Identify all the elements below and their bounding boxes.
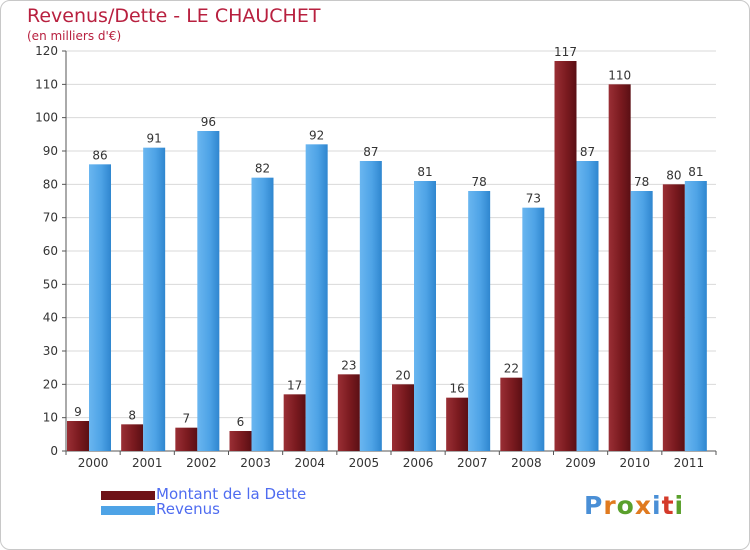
logo-letter: r bbox=[603, 491, 617, 520]
bar-debt bbox=[608, 84, 631, 451]
data-label-revenue: 91 bbox=[147, 132, 162, 146]
bar-revenue bbox=[414, 181, 436, 451]
data-label-revenue: 87 bbox=[363, 145, 378, 159]
x-tick-label: 2000 bbox=[78, 456, 109, 470]
data-label-debt: 17 bbox=[287, 378, 302, 392]
x-tick-label: 2010 bbox=[619, 456, 650, 470]
x-tick-label: 2006 bbox=[403, 456, 434, 470]
y-tick-label: 10 bbox=[43, 411, 58, 425]
data-label-debt: 6 bbox=[237, 415, 245, 429]
data-label-debt: 7 bbox=[183, 412, 191, 426]
y-tick-label: 0 bbox=[50, 444, 58, 458]
data-label-debt: 16 bbox=[450, 382, 465, 396]
bar-debt bbox=[67, 421, 89, 451]
bar-debt bbox=[175, 427, 198, 451]
bar-debt bbox=[392, 384, 414, 451]
data-label-debt: 20 bbox=[395, 368, 410, 382]
logo-letter: i bbox=[674, 491, 685, 520]
bar-revenue bbox=[468, 191, 491, 451]
bar-revenue bbox=[576, 161, 599, 451]
y-tick-label: 80 bbox=[43, 177, 58, 191]
y-tick-label: 100 bbox=[35, 111, 58, 125]
x-tick-label: 2007 bbox=[457, 456, 488, 470]
x-tick-label: 2002 bbox=[186, 456, 217, 470]
y-tick-label: 90 bbox=[43, 144, 58, 158]
proxiti-logo: Proxiti bbox=[584, 491, 684, 520]
data-labels: 9 86 8 91 7 96 6 82 17 92 23 87 20 81 16 78 22 73 117 87 110… bbox=[74, 45, 703, 429]
data-label-revenue: 78 bbox=[634, 175, 649, 189]
bar-revenue bbox=[359, 161, 382, 451]
y-tick-label: 120 bbox=[35, 44, 58, 58]
data-label-revenue: 87 bbox=[580, 145, 595, 159]
data-label-revenue: 92 bbox=[309, 128, 324, 142]
bar-revenue bbox=[684, 181, 707, 451]
data-label-revenue: 81 bbox=[417, 165, 432, 179]
x-tick-label: 2004 bbox=[294, 456, 325, 470]
chart-title: Revenus/Dette - LE CHAUCHET bbox=[27, 5, 321, 27]
data-label-revenue: 81 bbox=[688, 165, 703, 179]
legend-label-debt: Montant de la Dette bbox=[156, 485, 307, 503]
data-label-debt: 117 bbox=[554, 45, 577, 59]
x-tick-label: 2003 bbox=[240, 456, 271, 470]
data-label-debt: 8 bbox=[128, 408, 136, 422]
logo-letter: t bbox=[661, 491, 675, 520]
data-label-debt: 9 bbox=[74, 405, 82, 419]
logo-letter: P bbox=[584, 491, 604, 520]
bar-revenue bbox=[143, 147, 166, 451]
bar-debt bbox=[229, 431, 252, 451]
bar-revenue bbox=[305, 144, 328, 452]
y-tick-label: 60 bbox=[43, 244, 58, 258]
bar-debt bbox=[121, 424, 144, 451]
y-tick-label: 30 bbox=[43, 344, 58, 358]
bar-revenue bbox=[89, 164, 111, 452]
bar-debt bbox=[500, 377, 523, 451]
bar-debt bbox=[446, 397, 469, 451]
data-label-revenue: 96 bbox=[201, 115, 216, 129]
bar-debt bbox=[662, 184, 685, 452]
data-label-debt: 23 bbox=[341, 358, 356, 372]
data-label-revenue: 82 bbox=[255, 162, 270, 176]
y-tick-label: 110 bbox=[35, 77, 58, 91]
y-tick-label: 50 bbox=[43, 277, 58, 291]
y-tick-label: 20 bbox=[43, 377, 58, 391]
axes: 0 10 20 30 40 50 60 70 80 90 100 110 120 2000 2001 2002… bbox=[35, 44, 717, 470]
legend-label-revenue: Revenus bbox=[156, 500, 220, 518]
data-label-debt: 110 bbox=[608, 68, 631, 82]
legend-swatch-debt bbox=[101, 491, 155, 500]
grid-lines bbox=[66, 50, 716, 419]
x-tick-label: 2005 bbox=[349, 456, 380, 470]
x-tick-label: 2008 bbox=[511, 456, 542, 470]
logo-letter: i bbox=[652, 491, 662, 520]
legend-swatch-revenue bbox=[101, 506, 155, 515]
bar-revenue bbox=[522, 207, 545, 451]
x-tick-label: 2011 bbox=[674, 456, 705, 470]
data-label-revenue: 86 bbox=[92, 148, 107, 162]
x-tick-label: 2001 bbox=[132, 456, 163, 470]
bar-revenue bbox=[197, 131, 220, 451]
bar-revenue bbox=[630, 191, 653, 451]
data-label-debt: 80 bbox=[666, 168, 681, 182]
bars bbox=[67, 61, 707, 452]
data-label-revenue: 78 bbox=[472, 175, 487, 189]
logo-letter: x bbox=[634, 491, 652, 520]
chart-subtitle: (en milliers d'€) bbox=[27, 29, 122, 43]
x-tick-label: 2009 bbox=[565, 456, 596, 470]
y-tick-label: 40 bbox=[43, 311, 58, 325]
bar-debt bbox=[337, 374, 360, 451]
bar-revenue bbox=[251, 177, 274, 451]
logo-letter: o bbox=[616, 491, 635, 520]
data-label-debt: 22 bbox=[504, 362, 519, 376]
bar-debt bbox=[554, 61, 577, 451]
y-tick-label: 70 bbox=[43, 211, 58, 225]
data-label-revenue: 73 bbox=[526, 192, 541, 206]
bar-debt bbox=[283, 394, 306, 451]
